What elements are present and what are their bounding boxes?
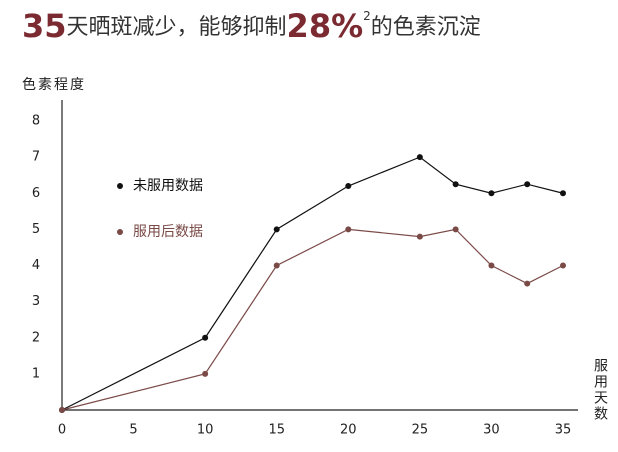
y-tick-label: 2 [32,330,40,345]
data-point [416,154,423,161]
data-point [452,181,459,188]
data-point [488,190,495,197]
legend-marker [117,183,123,189]
x-tick-label: 10 [197,423,214,438]
data-point [202,334,209,341]
legend-label: 未服用数据 [133,178,203,194]
y-tick-label: 4 [32,258,40,273]
title-number: 28% [287,7,364,45]
data-point [273,226,280,233]
y-tick-label: 5 [32,222,40,237]
data-point [452,226,459,233]
data-point [524,280,531,287]
data-point [345,183,352,190]
x-axis-label: 服用天数 [592,358,608,422]
x-tick-label: 20 [340,423,357,438]
y-tick-label: 3 [32,294,40,309]
title-sup: 2 [363,9,371,23]
x-tick-label: 30 [483,423,500,438]
title-text: 天晒斑减少，能够抑制 [67,15,287,40]
series-line [61,156,564,411]
data-point [416,233,423,240]
legend-label: 服用后数据 [133,224,203,240]
y-tick-label: 6 [32,186,40,201]
data-point [488,262,495,269]
data-point [560,262,566,269]
data-point [273,262,280,269]
data-point [560,190,566,197]
y-axis-label: 色素程度 [22,76,86,93]
y-tick-label: 7 [32,150,40,165]
x-tick-label: 5 [129,423,137,438]
y-tick-label: 8 [32,114,40,129]
x-tick-label: 25 [412,423,429,438]
x-tick-label: 15 [268,423,285,438]
legend-marker [117,229,123,235]
x-tick-label: 35 [555,423,572,438]
x-tick-label: 0 [58,423,66,438]
data-point [59,407,65,413]
title-text: 的色素沉淀 [371,15,481,40]
chart-title: 35天晒斑减少，能够抑制28%2的色素沉淀 [22,7,481,45]
data-point [202,370,209,377]
title-number: 35 [22,7,67,45]
data-point [524,181,531,188]
data-point [345,226,352,233]
y-tick-label: 1 [32,366,40,381]
series-line [61,228,564,411]
